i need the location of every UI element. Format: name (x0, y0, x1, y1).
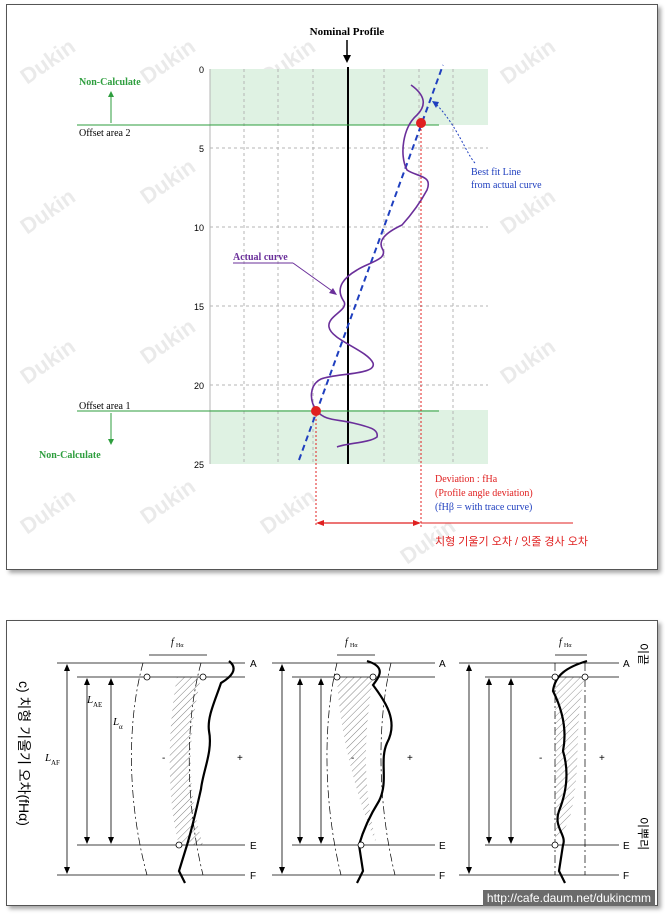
tip-label: 이끝 (636, 643, 650, 665)
best-fit-label-1: Best fit Line (471, 167, 522, 178)
plus-sign: + (599, 753, 605, 764)
lae-sub: AE (93, 701, 102, 709)
source-url: http://cafe.daum.net/dukincmm (482, 890, 655, 906)
watermark: Dukin (496, 334, 560, 390)
tick-label: 0 (199, 65, 204, 75)
offset-area-2-label: Offset area 2 (79, 128, 130, 139)
non-calc-arrow-bottom-head (108, 439, 114, 445)
best-fit-leader (434, 102, 476, 164)
profile-deviation-diagram: Dukin Dukin Dukin Dukin Dukin Dukin Duki… (16, 26, 588, 569)
watermark: Dukin (16, 34, 80, 90)
deviation-arrow-left-head (316, 520, 324, 526)
label-e: E (439, 841, 446, 852)
label-f: F (623, 871, 629, 882)
watermark: Dukin (496, 34, 560, 90)
label-e: E (250, 841, 257, 852)
watermark: Dukin (16, 484, 80, 540)
slope-diagram-1: L AF L AE L α A E F f Hα - + (44, 637, 257, 884)
profile-deviation-panel: Dukin Dukin Dukin Dukin Dukin Dukin Duki… (6, 4, 658, 570)
label-a: A (250, 659, 257, 670)
korean-caption: 치형 기울기 오차 / 잇줄 경사 오차 (435, 535, 588, 548)
minus-sign: - (539, 753, 542, 764)
actual-curve-leader-head (329, 288, 337, 295)
laf-sub: AF (51, 759, 60, 767)
la-sub: α (119, 723, 123, 731)
tick-label: 15 (194, 302, 204, 312)
deviation-arrow-right-head (413, 520, 421, 526)
f-sub: Hα (564, 643, 572, 649)
actual-curve (310, 84, 430, 448)
actual-curve-leader (292, 262, 336, 294)
laf-label: L (44, 752, 51, 764)
watermark: Dukin (256, 484, 320, 540)
intersect-point-upper (416, 118, 426, 128)
profile-slope-diagram: c) 치형 기울기 오차(fHα) 이끝 이뿌리 L AF L AE L α A… (16, 637, 650, 884)
label-f: F (439, 871, 445, 882)
watermark: Dukin (496, 184, 560, 240)
best-fit-label-2: from actual curve (471, 180, 542, 191)
watermark: Dukin (16, 334, 80, 390)
tick-label: 20 (194, 381, 204, 391)
offset-area-1-label: Offset area 1 (79, 401, 130, 412)
label-f: F (250, 871, 256, 882)
minus-sign: - (162, 753, 165, 764)
slope-diagram-3: A E F f Hα - + (459, 637, 630, 884)
nominal-arrow-head (343, 55, 351, 63)
f-label: f (345, 637, 349, 648)
tick-label: 10 (194, 223, 204, 233)
deviation-label-1: Deviation : fHa (435, 474, 498, 485)
intersect-point-lower (311, 406, 321, 416)
watermark: Dukin (16, 184, 80, 240)
f-sub: Hα (350, 643, 358, 649)
tick-label: 25 (194, 460, 204, 470)
label-e: E (623, 841, 630, 852)
best-fit-leader-head (432, 101, 439, 108)
lae-label: L (86, 694, 93, 706)
plus-sign: + (237, 753, 243, 764)
watermark: Dukin (136, 34, 200, 90)
actual-curve-label: Actual curve (233, 252, 288, 263)
side-caption-group: c) 치형 기울기 오차(fHα) (16, 681, 32, 826)
non-calculate-top-label: Non-Calculate (79, 77, 141, 88)
minus-sign: - (351, 753, 354, 764)
label-a: A (623, 659, 630, 670)
y-tick-labels: 0 5 10 15 20 25 (194, 65, 204, 470)
profile-slope-panel: c) 치형 기울기 오차(fHα) 이끝 이뿌리 L AF L AE L α A… (6, 620, 658, 906)
watermark: Dukin (136, 154, 200, 210)
nominal-profile-label: Nominal Profile (310, 26, 385, 38)
non-calculate-bottom-label: Non-Calculate (39, 450, 101, 461)
la-label: L (112, 716, 119, 728)
f-sub: Hα (176, 643, 184, 649)
tip-label-group: 이끝 (636, 643, 650, 665)
non-calc-arrow-top-head (108, 91, 114, 97)
watermark: Dukin (136, 314, 200, 370)
root-label: 이뿌리 (636, 817, 650, 850)
label-a: A (439, 659, 446, 670)
f-label: f (559, 637, 563, 648)
tick-label: 5 (199, 144, 204, 154)
slope-diagram-2: A E F f Hα - + (272, 637, 446, 884)
deviation-label-2: (Profile angle deviation) (435, 488, 533, 499)
f-label: f (171, 637, 175, 648)
plus-sign: + (407, 753, 413, 764)
side-caption: c) 치형 기울기 오차(fHα) (16, 681, 32, 826)
root-label-group: 이뿌리 (636, 817, 650, 850)
watermark: Dukin (136, 474, 200, 530)
deviation-label-3: (fHβ = with trace curve) (435, 502, 532, 513)
